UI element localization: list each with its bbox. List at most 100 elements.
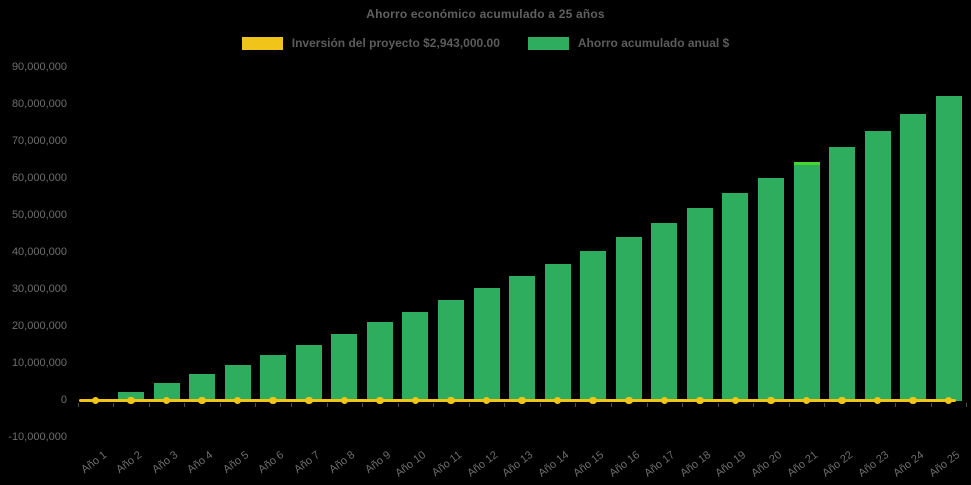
bar-año-9[interactable] — [366, 322, 393, 402]
bar-año-16[interactable] — [615, 236, 642, 402]
investment-line-marker[interactable] — [838, 396, 846, 405]
x-axis-label: Año 15 — [571, 449, 607, 480]
investment-line-marker[interactable] — [91, 396, 100, 405]
x-axis-tick — [148, 402, 150, 407]
bar-año-7[interactable] — [295, 344, 322, 402]
investment-line-marker[interactable] — [909, 396, 917, 405]
x-axis-label: Año 2 — [114, 449, 145, 476]
bar-año-5[interactable] — [224, 365, 251, 402]
investment-line-marker[interactable] — [376, 396, 384, 405]
x-axis-label: Año 16 — [606, 449, 642, 480]
investment-line-marker[interactable] — [233, 396, 242, 405]
x-axis-tick — [717, 402, 719, 407]
investment-line-marker[interactable] — [660, 396, 669, 405]
investment-line-marker[interactable] — [305, 396, 313, 405]
bar-año-23[interactable] — [864, 130, 891, 402]
x-axis-tick — [113, 402, 115, 407]
x-axis-tick — [77, 402, 79, 407]
bar-año-22[interactable] — [829, 146, 856, 402]
investment-line-marker[interactable] — [624, 396, 633, 405]
x-axis-label: Año 14 — [535, 449, 571, 480]
bar-año-19[interactable] — [722, 193, 749, 402]
bar-año-10[interactable] — [402, 311, 429, 402]
investment-line-marker[interactable] — [127, 396, 135, 405]
investment-line-marker[interactable] — [411, 396, 420, 405]
x-axis-tick — [682, 402, 684, 407]
x-axis-tick — [219, 402, 221, 407]
investment-line-marker[interactable] — [198, 396, 206, 405]
investment-line-marker[interactable] — [447, 396, 455, 405]
legend-swatch-ahorro-icon — [527, 36, 569, 50]
legend-label-inversion: Inversión del proyecto $2,943,000.00 — [291, 36, 500, 50]
investment-line-marker[interactable] — [553, 396, 562, 405]
x-axis-tick — [326, 402, 328, 407]
bar-año-8[interactable] — [331, 333, 358, 402]
investment-line-marker[interactable] — [802, 396, 811, 405]
x-axis-tick — [504, 402, 506, 407]
investment-line-marker[interactable] — [767, 396, 775, 405]
investment-line-marker[interactable] — [340, 396, 349, 405]
x-axis-tick — [610, 402, 612, 407]
x-axis-label: Año 18 — [677, 449, 714, 480]
x-axis-label: Año 25 — [926, 449, 962, 480]
bar-año-25[interactable] — [935, 95, 962, 402]
bar-año-14[interactable] — [544, 263, 571, 402]
x-axis-tick — [468, 402, 470, 407]
x-axis-tick — [753, 402, 755, 407]
x-axis-tick — [433, 402, 435, 407]
x-axis-label: Año 21 — [784, 449, 820, 480]
legend-item-ahorro[interactable]: Ahorro acumulado anual $ — [527, 36, 730, 50]
x-axis-tick — [824, 402, 826, 407]
x-axis-label: Año 22 — [820, 449, 856, 480]
x-axis-tick — [397, 402, 399, 407]
x-axis-label: Año 12 — [464, 449, 500, 480]
bar-año-6[interactable] — [260, 355, 287, 402]
legend-item-inversion[interactable]: Inversión del proyecto $2,943,000.00 — [241, 36, 500, 50]
x-axis-tick — [788, 402, 790, 407]
investment-line-marker[interactable] — [482, 396, 491, 405]
x-axis-label: Año 24 — [891, 449, 927, 480]
y-axis-label: 40,000,000 — [11, 246, 67, 259]
x-axis-tick — [291, 402, 292, 407]
investment-line-marker[interactable] — [518, 396, 526, 405]
bar-año-24[interactable] — [900, 113, 927, 402]
bar-año-12[interactable] — [473, 288, 500, 402]
investment-line — [79, 398, 956, 402]
y-axis-label: 0 — [60, 394, 67, 407]
bar-año-17[interactable] — [651, 222, 678, 402]
x-axis-label: Año 7 — [291, 449, 323, 476]
bar-año-20[interactable] — [757, 178, 784, 402]
legend-swatch-inversion-icon — [241, 36, 283, 50]
legend-label-ahorro: Ahorro acumulado anual $ — [577, 36, 730, 50]
bar-año-15[interactable] — [580, 250, 607, 402]
y-axis-label: 30,000,000 — [11, 283, 67, 296]
bar-año-18[interactable] — [686, 208, 713, 402]
x-axis-label: Año 5 — [220, 449, 251, 476]
investment-line-marker[interactable] — [944, 396, 953, 405]
x-axis-label: Año 3 — [149, 449, 180, 476]
x-axis-label: Año 4 — [185, 449, 216, 476]
x-axis-tick — [930, 402, 932, 407]
investment-line-marker[interactable] — [589, 396, 597, 405]
investment-line-marker[interactable] — [731, 396, 740, 405]
y-axis-label: 70,000,000 — [11, 134, 67, 147]
y-axis-label: 90,000,000 — [11, 60, 67, 73]
investment-line-marker[interactable] — [873, 396, 882, 405]
bar-año-13[interactable] — [509, 276, 536, 402]
investment-line-marker[interactable] — [269, 396, 278, 405]
y-axis-label: 10,000,000 — [11, 357, 67, 370]
x-axis-tick — [646, 402, 648, 407]
x-axis-label: Año 17 — [642, 449, 678, 480]
x-axis-label: Año 10 — [393, 449, 429, 480]
x-axis-label: Año 20 — [749, 449, 785, 480]
x-axis-label: Año 19 — [713, 449, 749, 480]
investment-line-marker[interactable] — [162, 396, 171, 405]
investment-line-marker[interactable] — [696, 396, 704, 405]
y-axis-label: 50,000,000 — [11, 209, 67, 222]
y-axis-label: 20,000,000 — [11, 320, 67, 333]
bar-año-3[interactable] — [153, 383, 180, 402]
bar-año-21[interactable] — [793, 162, 820, 402]
bar-año-11[interactable] — [438, 300, 464, 402]
